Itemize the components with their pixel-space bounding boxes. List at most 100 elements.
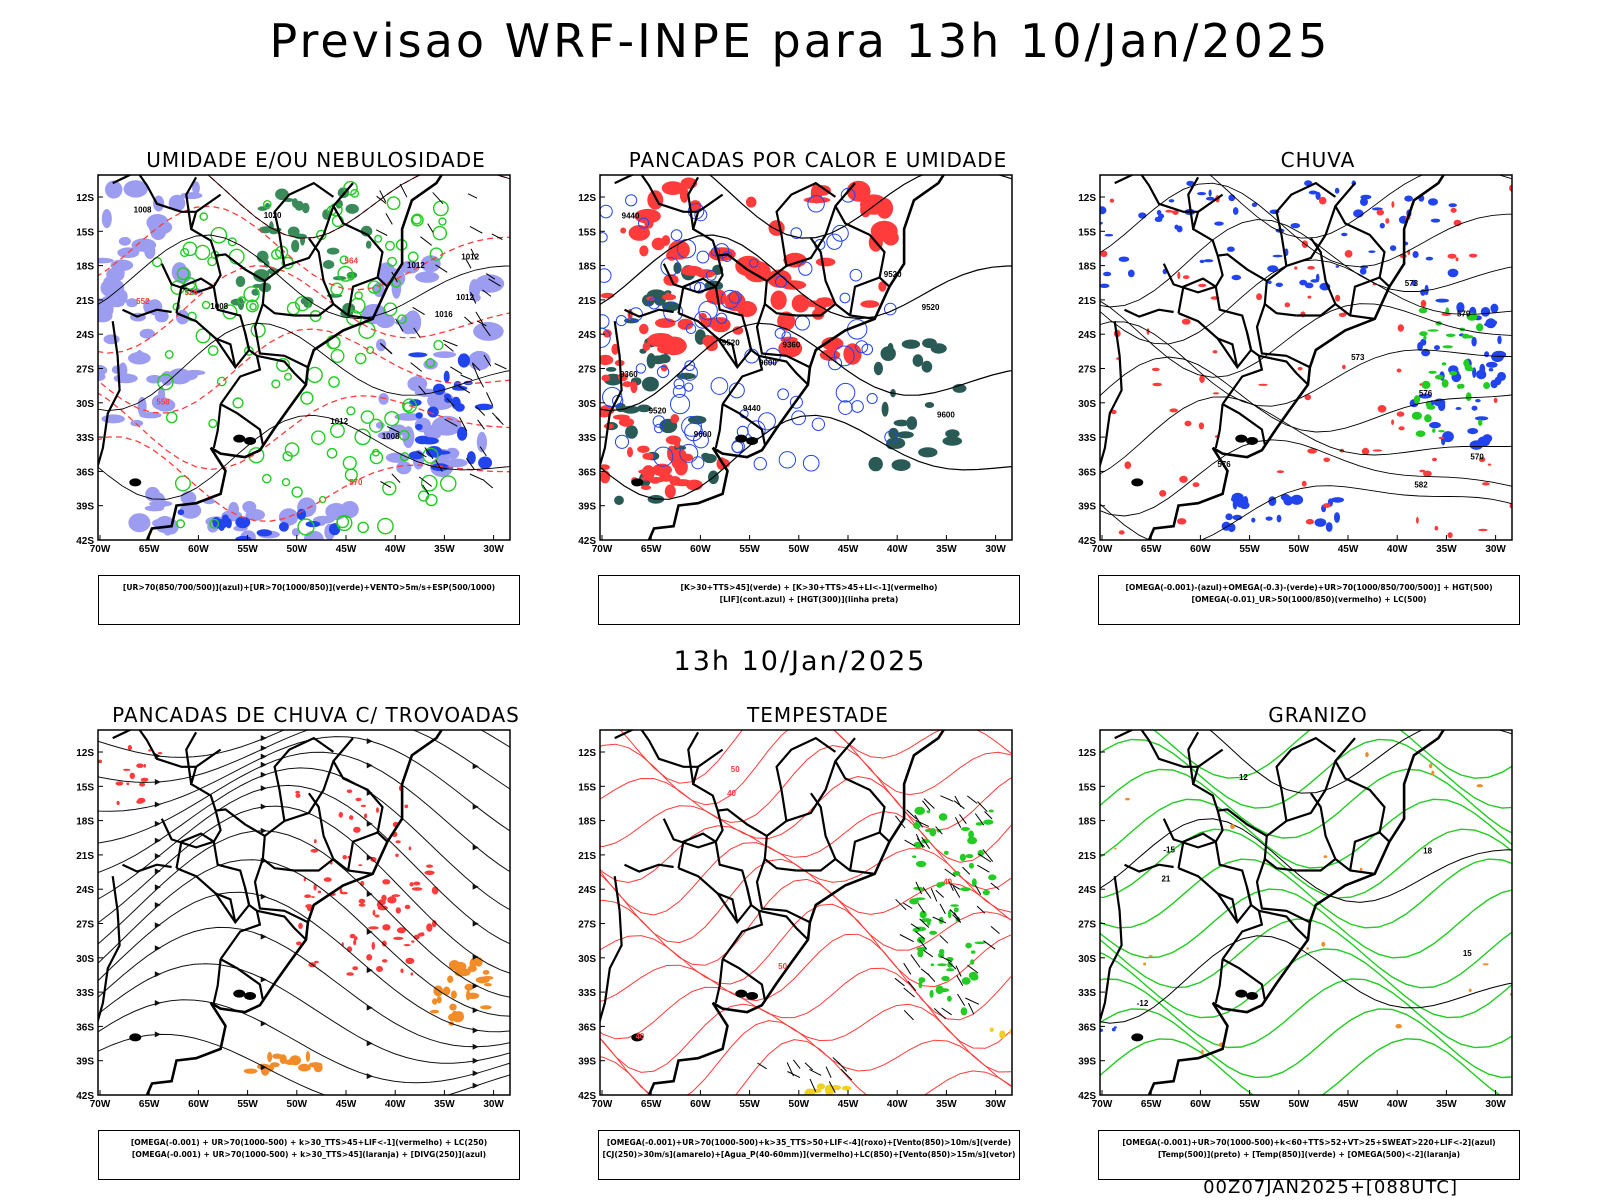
panel-chuva[interactable]: CHUVA 582 579 576 573 570 573 576 12S 15S 18S 21S 2…: [1068, 148, 1568, 625]
lifted-index-contour: [648, 297, 660, 310]
storm-area-red: [298, 922, 303, 929]
storm-area-orange: [313, 1063, 323, 1073]
instability-area-green: [945, 429, 960, 439]
wind-vector: [903, 987, 915, 998]
lifted-index-contour: [698, 300, 718, 321]
thickness-contour-green: [398, 429, 410, 441]
lat-tick-label: 33S: [578, 433, 596, 444]
lon-tick-label: 45W: [838, 544, 859, 555]
contour-label: 1008: [210, 302, 228, 311]
lifted-index-contour: [811, 417, 826, 431]
rain-area-red: [1447, 253, 1457, 259]
omega-area-orange: [1143, 962, 1147, 966]
lifted-index-contour: [625, 194, 638, 207]
humidity-area-blue: [139, 328, 155, 339]
instability-area-red: [642, 342, 651, 351]
lifted-index-contour: [691, 456, 705, 470]
map-chuva[interactable]: 582 579 576 573 570 573 576 12S 15S 18S 21S 24S 27S 3…: [1068, 170, 1568, 580]
thickness-contour-green: [183, 277, 197, 290]
streamline-arrow: [260, 753, 267, 760]
omega-area-blue: [1418, 393, 1432, 399]
rain-area-red: [1294, 266, 1298, 270]
wind-area-green: [988, 809, 994, 813]
thickness-contour-green: [294, 296, 311, 312]
height-contour: [1100, 439, 1512, 517]
thickness-contour-green: [182, 241, 198, 257]
streamline-arrow: [154, 853, 161, 860]
instability-area-green: [688, 415, 707, 425]
wind-area-green: [938, 813, 948, 821]
rain-area-red: [1423, 470, 1432, 477]
lon-tick-label: 60W: [188, 1099, 209, 1110]
rain-area-red: [1478, 528, 1488, 532]
lifted-index-contour: [802, 454, 820, 472]
omega-area-blue: [1205, 196, 1215, 201]
lifted-index-contour: [838, 400, 853, 415]
streamline-arrow: [154, 1031, 161, 1038]
instability-area-red: [846, 180, 871, 202]
wind-vector: [947, 961, 957, 970]
humidity-area-blue: [218, 523, 225, 531]
rain-area-red: [1420, 299, 1427, 308]
map-umidade[interactable]: 1012101210121008100810081016101210205765…: [66, 170, 566, 580]
lat-tick-label: 39S: [578, 502, 596, 513]
storm-area-red: [391, 894, 401, 897]
lifted-index-contour: [798, 261, 813, 276]
omega-area-orange: [1201, 1049, 1204, 1055]
humidity-area-blue: [388, 424, 407, 436]
omega-area-blue: [1484, 351, 1490, 358]
instability-area-green: [658, 354, 671, 364]
wind-area-green: [974, 941, 986, 945]
state-border: [849, 276, 891, 316]
storm-area-orange: [464, 983, 474, 991]
wind-vector: [976, 905, 986, 914]
map-granizo[interactable]: -12 12 15 -15 21 18 12S 15S 18S 21S 24S 27S 30S 33S 36…: [1068, 725, 1568, 1135]
state-border: [332, 760, 384, 833]
streamline-arrow: [366, 854, 373, 861]
omega-area-orange: [1476, 784, 1484, 788]
isobar: [98, 234, 510, 320]
storm-area-red: [116, 800, 120, 806]
wind-vector: [910, 954, 921, 968]
wind-vector: [386, 426, 400, 433]
map-pancadas[interactable]: 9600 9600 9520 9520 9520 9440 9440 9360 9360 9600…: [568, 170, 1068, 580]
omega-area-green: [1445, 333, 1456, 337]
state-border: [691, 748, 753, 906]
humidity-area-green: [345, 203, 359, 214]
rain-area-red: [1301, 480, 1307, 487]
omega-area-orange: [1125, 797, 1130, 801]
wind-vector: [460, 374, 473, 381]
thickness-contour-green: [410, 213, 424, 227]
panel-umidade[interactable]: UMIDADE E/OU NEBULOSIDADE 1012 1012 1012 10…: [66, 148, 566, 625]
humidity-area-blue: [443, 370, 450, 383]
rain-area-red: [1482, 482, 1490, 486]
map-tempestade[interactable]: 40 50 40 50 40 12S 15S 18S 21S 24S 27S 30S 33S 36S 39S…: [568, 725, 1068, 1135]
rain-area-red: [1182, 275, 1190, 279]
panel-granizo[interactable]: GRANIZO -12 12 15 -15 21 18 12S 15S 18S 21S 24S 27S…: [1068, 703, 1568, 1180]
instability-area-green: [646, 353, 656, 369]
instability-area-green: [901, 339, 921, 349]
panel-pancadas[interactable]: PANCADAS POR CALOR E UMIDADE 9600 9600 952…: [568, 148, 1068, 625]
streamline-arrow: [472, 982, 479, 989]
hail-area-blue: [1113, 1026, 1117, 1029]
instability-area-green: [621, 405, 640, 414]
wind-vector: [379, 190, 387, 203]
rain-area-red: [1152, 382, 1162, 387]
lat-tick-label: 15S: [76, 227, 94, 238]
legend-line: [CJ(250)>30m/s](amarelo)+[Agua_P(40-60mm…: [602, 1150, 1016, 1159]
instability-area-green: [676, 372, 696, 380]
state-border: [1222, 958, 1266, 1000]
panel-tempestade[interactable]: TEMPESTADE 40 50 40 50 40 12S 15S 18S 21S 24S 27S 3…: [568, 703, 1068, 1180]
thickness-contour-green: [387, 256, 398, 267]
wind-area-green: [912, 855, 917, 858]
storm-area-red: [387, 896, 397, 904]
panel-trovoadas[interactable]: PANCADAS DE CHUVA C/ TROVOADAS 12S 15S 18S…: [66, 703, 566, 1180]
state-border: [1214, 403, 1224, 449]
storm-area-red: [136, 763, 144, 768]
state-border: [215, 253, 266, 282]
state-border: [834, 205, 886, 278]
rain-area-red: [1396, 368, 1402, 373]
state-border: [810, 792, 837, 860]
omega-area-blue: [1334, 187, 1340, 194]
